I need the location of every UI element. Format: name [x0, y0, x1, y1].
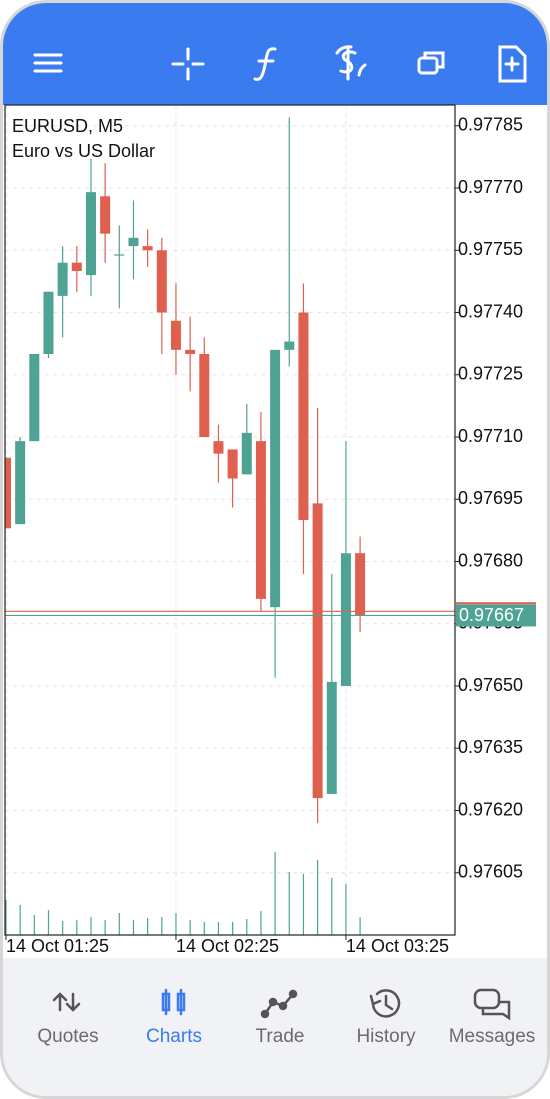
candle-body	[85, 192, 96, 276]
trade-icon	[260, 989, 298, 1019]
toolbar	[3, 3, 547, 105]
new-order-button[interactable]	[498, 45, 527, 83]
tab-label[interactable]: Charts	[146, 1026, 202, 1047]
grid	[5, 105, 455, 935]
messages-icon	[473, 988, 511, 1021]
candle-body	[15, 441, 26, 525]
candle-body	[199, 354, 210, 437]
x-tick-label: 14 Oct 03:25	[346, 936, 449, 956]
y-tick-label: 0.97740	[458, 301, 523, 321]
plot-area	[5, 117, 455, 935]
tab-label[interactable]: Trade	[255, 1026, 305, 1047]
price-label-box	[456, 604, 536, 627]
candle-body	[114, 254, 125, 256]
y-tick-label: 0.97635	[458, 737, 523, 757]
candle-body	[5, 457, 11, 529]
chart-title: EURUSD, M5	[12, 116, 123, 136]
quotes-icon	[52, 992, 81, 1012]
tab-label[interactable]: Quotes	[37, 1026, 99, 1047]
history-icon	[369, 989, 401, 1018]
y-tick-label: 0.97680	[458, 550, 523, 570]
y-tick-label: 0.97620	[458, 799, 523, 819]
candle-body	[29, 354, 40, 442]
candle-body	[57, 262, 68, 296]
x-tick-label: 14 Oct 01:25	[6, 936, 109, 956]
y-tick-label: 0.97770	[458, 177, 523, 197]
candle-body	[185, 349, 196, 354]
y-tick-label: 0.97605	[458, 862, 523, 882]
candle-body	[71, 262, 82, 271]
candle-body	[43, 291, 54, 354]
indicators-button[interactable]	[253, 47, 277, 81]
plot-border	[4, 104, 456, 936]
y-tick-label: 0.97650	[458, 675, 523, 695]
candle-body	[128, 237, 139, 247]
tab-label[interactable]: Messages	[448, 1026, 536, 1047]
chart-subtitle: Euro vs US Dollar	[12, 141, 155, 161]
candle-body	[340, 553, 351, 686]
y-tick-label: 0.97710	[458, 426, 523, 446]
tab-label[interactable]: History	[356, 1026, 416, 1047]
candle-body	[255, 441, 266, 599]
menu-button[interactable]	[33, 53, 63, 73]
candle-body	[312, 503, 323, 799]
candle-body	[284, 341, 295, 350]
candle-body	[355, 553, 366, 616]
candle-body	[298, 312, 309, 520]
candle-body	[100, 196, 111, 234]
candle-body	[156, 250, 167, 313]
y-tick-label: 0.97755	[458, 239, 523, 259]
x-tick-label: 14 Oct 02:25	[176, 936, 279, 956]
y-tick-label: 0.97695	[458, 488, 523, 508]
symbol-button[interactable]	[335, 45, 367, 81]
charts-icon	[161, 988, 186, 1016]
candle-body	[241, 432, 252, 475]
chart: EURUSD, M5 Euro vs US Dollar 0.977850.97…	[4, 104, 536, 956]
candle-body	[213, 441, 224, 454]
candle-body	[227, 449, 238, 479]
toolbar-icons	[33, 45, 527, 83]
timeframe-button[interactable]	[417, 51, 445, 75]
current-price-label: 0.97667	[459, 605, 524, 625]
candle-body	[270, 349, 281, 608]
crosshair-button[interactable]	[171, 47, 205, 81]
candle-body	[170, 320, 181, 350]
y-tick-label: 0.97725	[458, 364, 523, 384]
axes: 0.97785 0.97770 0.97755 0.97740 0.97725 0.977…	[5, 115, 536, 956]
candle-body	[326, 681, 337, 794]
candle-body	[142, 246, 153, 251]
tab-icons	[52, 988, 511, 1021]
bottom-navigation: Quotes Charts Trade History Messages	[3, 958, 547, 1096]
y-tick-label: 0.97785	[458, 115, 523, 135]
